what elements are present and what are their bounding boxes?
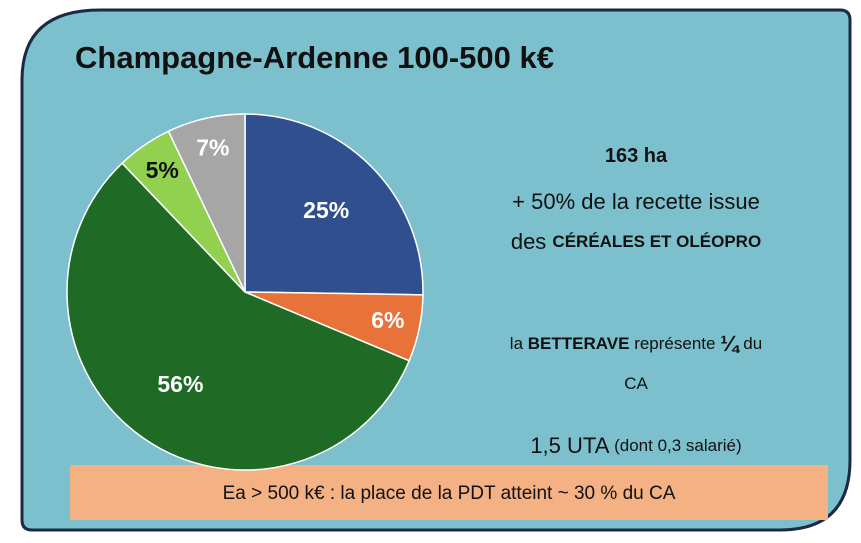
slice-label: 56% [157, 371, 203, 397]
annotation-run: BETTERAVE [528, 334, 630, 353]
chart-title: Champagne-Ardenne 100-500 k€ [75, 40, 554, 75]
annotation-line: des CÉRÉALES ET OLÉOPRO [511, 229, 761, 254]
annotation-run: 163 ha [605, 145, 668, 167]
annotation-line: 1,5 UTA (dont 0,3 salarié) [530, 433, 741, 458]
annotation-run: la [510, 334, 528, 353]
slice-label: 7% [196, 135, 229, 161]
slice-label: 6% [371, 307, 404, 333]
pie-slice [66, 162, 411, 471]
annotation-run: du [739, 334, 763, 353]
annotation-line: la BETTERAVE représente ¼ du [510, 331, 762, 356]
slice-label: 5% [146, 157, 179, 183]
pie-slice [244, 113, 424, 296]
annotation-line: 163 ha [605, 145, 668, 167]
annotation-run: + 50% de la recette issue [512, 189, 760, 214]
annotation-run: CA [624, 374, 648, 393]
footer-text: Ea > 500 k€ : la place de la PDT atteint… [223, 483, 676, 504]
annotation-line: + 50% de la recette issue [512, 189, 760, 214]
pie-slice [167, 113, 246, 293]
annotation-run: des [511, 229, 553, 254]
annotation-run: 1,5 UTA [530, 433, 609, 458]
annotation-run: ¼ [720, 331, 740, 356]
slice-label: 25% [303, 197, 349, 223]
annotation-line: CA [624, 374, 648, 393]
footer-box [70, 465, 828, 520]
annotation-run: (dont 0,3 salarié) [609, 436, 741, 455]
annotation-run: représente [629, 334, 720, 353]
annotation-run: CÉRÉALES ET OLÉOPRO [552, 232, 761, 251]
